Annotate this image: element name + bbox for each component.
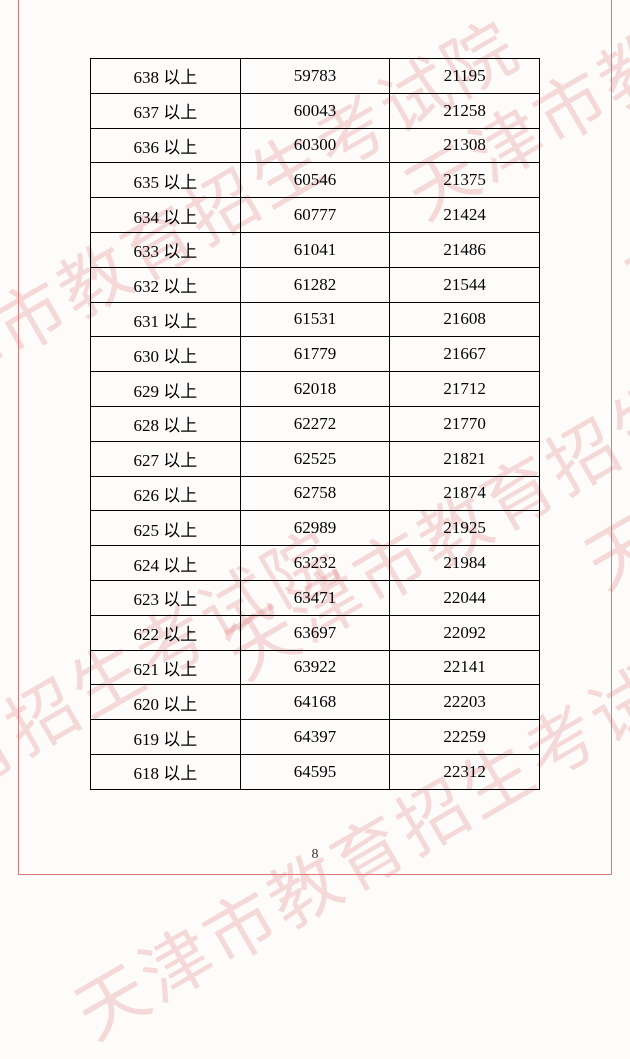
table-cell: 63232 — [240, 546, 390, 581]
table-row: 619 以上6439722259 — [91, 720, 540, 755]
table-cell: 21874 — [390, 476, 540, 511]
table-cell: 619 以上 — [91, 720, 241, 755]
table-row: 635 以上6054621375 — [91, 163, 540, 198]
table-cell: 21712 — [390, 372, 540, 407]
table-cell: 21608 — [390, 302, 540, 337]
page-number: 8 — [0, 847, 630, 863]
table-cell: 61282 — [240, 267, 390, 302]
table-cell: 21486 — [390, 232, 540, 267]
table-row: 636 以上6030021308 — [91, 128, 540, 163]
table-cell: 21925 — [390, 511, 540, 546]
table-cell: 22259 — [390, 720, 540, 755]
table-cell: 637 以上 — [91, 93, 241, 128]
table-row: 626 以上6275821874 — [91, 476, 540, 511]
table-row: 632 以上6128221544 — [91, 267, 540, 302]
table-cell: 22044 — [390, 580, 540, 615]
table-cell: 63922 — [240, 650, 390, 685]
table-cell: 64168 — [240, 685, 390, 720]
table-cell: 630 以上 — [91, 337, 241, 372]
table-row: 631 以上6153121608 — [91, 302, 540, 337]
table-cell: 22203 — [390, 685, 540, 720]
table-cell: 61041 — [240, 232, 390, 267]
table-cell: 618 以上 — [91, 754, 241, 789]
table-cell: 624 以上 — [91, 546, 241, 581]
table-cell: 21770 — [390, 406, 540, 441]
score-table-container: 638 以上5978321195637 以上6004321258636 以上60… — [90, 58, 540, 790]
table-cell: 21195 — [390, 59, 540, 94]
table-cell: 60546 — [240, 163, 390, 198]
table-cell: 21308 — [390, 128, 540, 163]
score-table: 638 以上5978321195637 以上6004321258636 以上60… — [90, 58, 540, 790]
table-row: 620 以上6416822203 — [91, 685, 540, 720]
table-row: 638 以上5978321195 — [91, 59, 540, 94]
table-cell: 22141 — [390, 650, 540, 685]
table-row: 625 以上6298921925 — [91, 511, 540, 546]
table-cell: 60043 — [240, 93, 390, 128]
table-cell: 63697 — [240, 615, 390, 650]
table-cell: 21424 — [390, 198, 540, 233]
table-cell: 632 以上 — [91, 267, 241, 302]
table-cell: 61531 — [240, 302, 390, 337]
table-cell: 627 以上 — [91, 441, 241, 476]
table-cell: 626 以上 — [91, 476, 241, 511]
table-row: 627 以上6252521821 — [91, 441, 540, 476]
table-cell: 21375 — [390, 163, 540, 198]
table-cell: 628 以上 — [91, 406, 241, 441]
table-cell: 62989 — [240, 511, 390, 546]
table-cell: 21258 — [390, 93, 540, 128]
table-cell: 62525 — [240, 441, 390, 476]
table-cell: 633 以上 — [91, 232, 241, 267]
table-cell: 61779 — [240, 337, 390, 372]
table-row: 621 以上6392222141 — [91, 650, 540, 685]
table-cell: 21984 — [390, 546, 540, 581]
table-cell: 21667 — [390, 337, 540, 372]
table-row: 629 以上6201821712 — [91, 372, 540, 407]
table-cell: 60300 — [240, 128, 390, 163]
table-cell: 22312 — [390, 754, 540, 789]
table-cell: 622 以上 — [91, 615, 241, 650]
table-cell: 64595 — [240, 754, 390, 789]
table-cell: 629 以上 — [91, 372, 241, 407]
table-row: 628 以上6227221770 — [91, 406, 540, 441]
table-cell: 634 以上 — [91, 198, 241, 233]
table-cell: 623 以上 — [91, 580, 241, 615]
table-cell: 621 以上 — [91, 650, 241, 685]
table-cell: 21821 — [390, 441, 540, 476]
table-cell: 60777 — [240, 198, 390, 233]
table-row: 637 以上6004321258 — [91, 93, 540, 128]
table-row: 634 以上6077721424 — [91, 198, 540, 233]
table-cell: 62272 — [240, 406, 390, 441]
table-cell: 22092 — [390, 615, 540, 650]
table-cell: 62758 — [240, 476, 390, 511]
table-cell: 625 以上 — [91, 511, 241, 546]
table-cell: 59783 — [240, 59, 390, 94]
table-cell: 64397 — [240, 720, 390, 755]
table-cell: 635 以上 — [91, 163, 241, 198]
table-cell: 620 以上 — [91, 685, 241, 720]
table-row: 623 以上6347122044 — [91, 580, 540, 615]
table-row: 633 以上6104121486 — [91, 232, 540, 267]
table-cell: 636 以上 — [91, 128, 241, 163]
table-cell: 631 以上 — [91, 302, 241, 337]
table-row: 624 以上6323221984 — [91, 546, 540, 581]
table-cell: 21544 — [390, 267, 540, 302]
table-row: 630 以上6177921667 — [91, 337, 540, 372]
table-cell: 638 以上 — [91, 59, 241, 94]
table-cell: 63471 — [240, 580, 390, 615]
table-row: 618 以上6459522312 — [91, 754, 540, 789]
table-row: 622 以上6369722092 — [91, 615, 540, 650]
table-cell: 62018 — [240, 372, 390, 407]
